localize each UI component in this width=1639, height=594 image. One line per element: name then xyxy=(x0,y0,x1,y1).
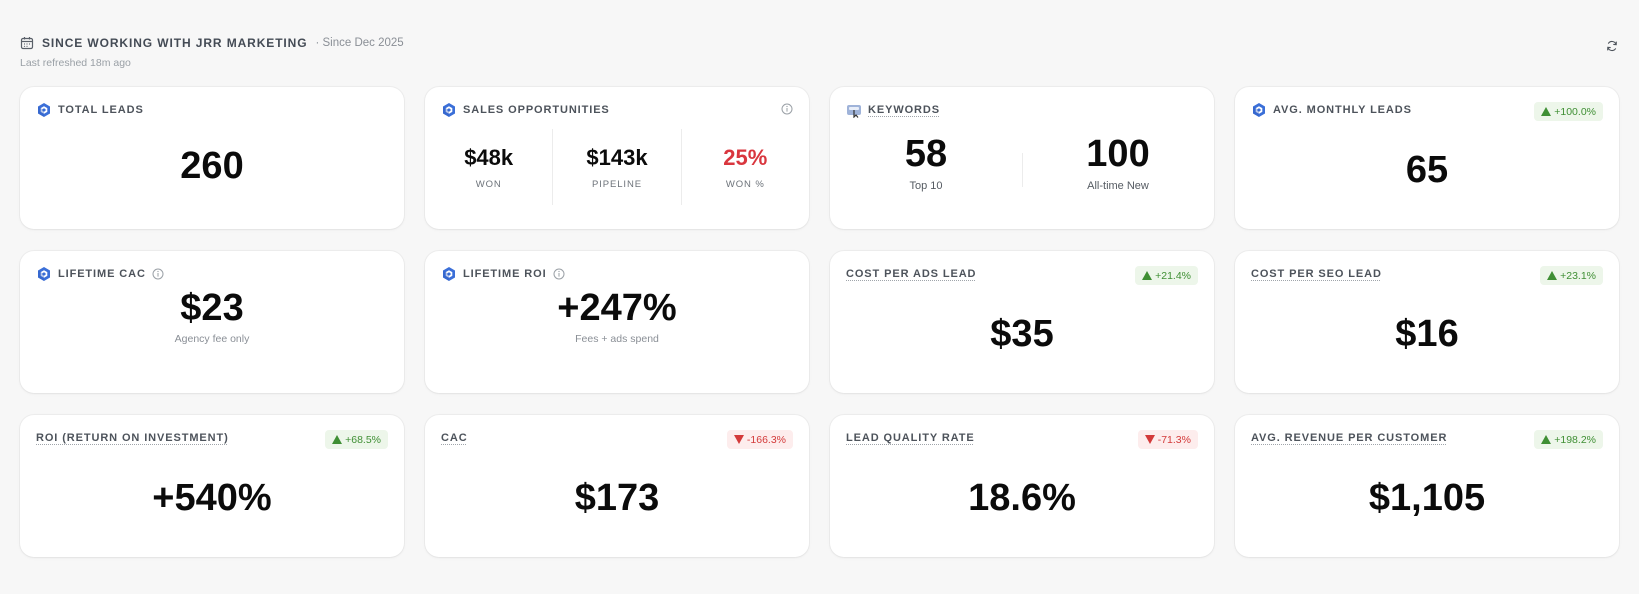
cac-card: CAC -166.3% $173 xyxy=(425,415,809,557)
lead-quality-rate-card: LEAD QUALITY RATE -71.3% 18.6% xyxy=(830,415,1214,557)
brand-logo-icon xyxy=(441,102,457,118)
trend-badge: +100.0% xyxy=(1534,102,1603,121)
roi-card: ROI (RETURN ON INVESTMENT) +68.5% +540% xyxy=(20,415,404,557)
badge-text: -71.3% xyxy=(1157,433,1191,446)
page-title: SINCE WORKING WITH JRR MARKETING xyxy=(42,36,308,50)
top10-label: Top 10 xyxy=(909,180,943,192)
triangle-up-icon xyxy=(332,435,343,444)
trend-badge: +23.1% xyxy=(1540,266,1603,285)
metric-value: $173 xyxy=(574,477,660,519)
trend-badge: -71.3% xyxy=(1137,430,1198,449)
calendar-icon xyxy=(20,36,34,50)
won-stat: $48k WON xyxy=(425,129,552,205)
card-title: LIFETIME ROI xyxy=(463,268,547,280)
avg-revenue-per-customer-card: AVG. REVENUE PER CUSTOMER +198.2% $1,105 xyxy=(1235,415,1619,557)
card-title: COST PER SEO LEAD xyxy=(1251,268,1382,280)
sales-opportunities-card: SALES OPPORTUNITIES $48k WON $143k PIPEL… xyxy=(425,87,809,229)
cost-per-ads-lead-card: COST PER ADS LEAD +21.4% $35 xyxy=(830,251,1214,393)
total-leads-card: TOTAL LEADS 260 xyxy=(20,87,404,229)
card-title: COST PER ADS LEAD xyxy=(846,268,977,280)
triangle-up-icon xyxy=(1547,271,1558,280)
top10-value: 58 xyxy=(904,133,948,175)
last-refreshed-text: Last refreshed 18m ago xyxy=(20,57,131,69)
card-title: AVG. MONTHLY LEADS xyxy=(1273,104,1412,116)
metric-value: +540% xyxy=(152,477,272,519)
new-keywords-stat: 100 All-time New xyxy=(1022,135,1214,192)
trend-badge: +198.2% xyxy=(1534,430,1603,449)
info-icon[interactable] xyxy=(152,268,164,280)
triangle-up-icon xyxy=(1541,435,1552,444)
triangle-up-icon xyxy=(1541,107,1552,116)
won-label: WON xyxy=(475,179,502,190)
won-pct-stat: 25% WON % xyxy=(680,129,809,205)
badge-text: +100.0% xyxy=(1554,105,1596,118)
dashboard-header: SINCE WORKING WITH JRR MARKETING · Since… xyxy=(20,36,1620,76)
metric-value: 260 xyxy=(180,145,244,187)
metric-subtext: Agency fee only xyxy=(174,333,250,345)
metric-value: +247% xyxy=(557,287,677,329)
pipeline-stat: $143k PIPELINE xyxy=(552,129,680,205)
won-pct-label: WON % xyxy=(725,179,765,190)
card-title: CAC xyxy=(441,432,468,444)
refresh-icon xyxy=(1606,40,1618,52)
badge-text: +21.4% xyxy=(1155,269,1191,282)
cost-per-seo-lead-card: COST PER SEO LEAD +23.1% $16 xyxy=(1235,251,1619,393)
brand-logo-icon xyxy=(36,102,52,118)
metric-value: $1,105 xyxy=(1368,477,1486,519)
triangle-down-icon xyxy=(1144,435,1155,444)
card-title: LIFETIME CAC xyxy=(58,268,146,280)
metric-value: $23 xyxy=(180,287,244,329)
won-pct-value: 25% xyxy=(723,145,768,170)
brand-logo-icon xyxy=(36,266,52,282)
refresh-button[interactable] xyxy=(1604,38,1620,54)
badge-text: +68.5% xyxy=(345,433,381,446)
new-keywords-value: 100 xyxy=(1086,133,1150,175)
trend-badge: -166.3% xyxy=(726,430,793,449)
info-icon[interactable] xyxy=(553,268,565,280)
brand-logo-icon xyxy=(441,266,457,282)
lifetime-cac-card: LIFETIME CAC $23 Agency fee only xyxy=(20,251,404,393)
trend-badge: +68.5% xyxy=(325,430,388,449)
card-title: LEAD QUALITY RATE xyxy=(846,432,975,444)
info-icon[interactable] xyxy=(781,103,793,115)
card-title: ROI (RETURN ON INVESTMENT) xyxy=(36,432,229,444)
pipeline-value: $143k xyxy=(586,145,648,170)
keyword-tool-icon xyxy=(846,102,862,118)
badge-text: +198.2% xyxy=(1554,433,1596,446)
lifetime-roi-card: LIFETIME ROI +247% Fees + ads spend xyxy=(425,251,809,393)
new-keywords-label: All-time New xyxy=(1087,180,1149,192)
top10-stat: 58 Top 10 xyxy=(830,135,1022,192)
metric-value: 65 xyxy=(1405,149,1449,191)
metric-value: $16 xyxy=(1395,313,1459,355)
triangle-up-icon xyxy=(1142,271,1153,280)
card-title: SALES OPPORTUNITIES xyxy=(463,104,610,116)
keywords-card: KEYWORDS 58 Top 10 100 All-time New xyxy=(830,87,1214,229)
pipeline-label: PIPELINE xyxy=(592,179,642,190)
brand-logo-icon xyxy=(1251,102,1267,118)
avg-monthly-leads-card: AVG. MONTHLY LEADS +100.0% 65 xyxy=(1235,87,1619,229)
trend-badge: +21.4% xyxy=(1135,266,1198,285)
since-date: · Since Dec 2025 xyxy=(315,37,404,49)
metric-subtext: Fees + ads spend xyxy=(575,333,659,345)
metric-value: $35 xyxy=(990,313,1054,355)
metric-value: 18.6% xyxy=(968,477,1076,519)
divider xyxy=(1022,153,1023,187)
card-title: AVG. REVENUE PER CUSTOMER xyxy=(1251,432,1448,444)
triangle-down-icon xyxy=(733,435,744,444)
metrics-grid: TOTAL LEADS 260 SALES OPPORTUNITIES $48k… xyxy=(20,87,1619,557)
badge-text: -166.3% xyxy=(746,433,786,446)
badge-text: +23.1% xyxy=(1560,269,1596,282)
card-title: KEYWORDS xyxy=(868,104,940,116)
card-title: TOTAL LEADS xyxy=(58,104,144,116)
won-value: $48k xyxy=(464,145,514,170)
